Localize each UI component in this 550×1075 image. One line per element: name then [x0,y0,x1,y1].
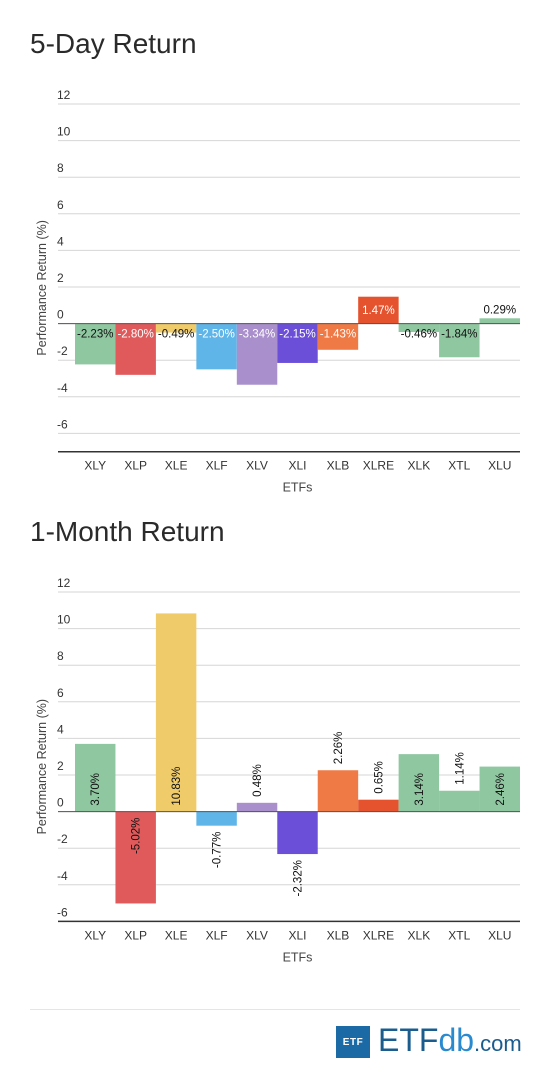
y-axis-title: Performance Return (%) [35,220,49,355]
data-label: 10.83% [171,767,183,806]
logo-box: ETF [336,1026,370,1058]
data-label: -2.80% [117,329,153,341]
y-tick-label: 8 [57,161,64,175]
bar-xlk [398,754,440,812]
y-tick-label: -6 [57,417,68,431]
x-tick-label: XLU [488,928,511,942]
y-tick-label: 0 [57,796,64,810]
data-label: 3.70% [90,773,102,806]
x-tick-label: XLV [246,459,268,473]
bar-xlb [317,323,359,350]
bar-xtl [439,323,480,358]
chart-1month-return: 12 10 8 6 4 2 0 -2 -4 -6 3.70% -5.02% 10.83% -0.77% 0.… [35,576,520,964]
y-tick-label: 4 [57,234,64,248]
y-tick-label: 12 [57,576,71,590]
bar-xlu [479,766,520,812]
y-tick-label: -4 [57,869,68,883]
data-label: 0.65% [373,761,385,794]
y-tick-label: -2 [57,344,68,358]
data-label: 1.47% [362,305,395,317]
bar-xtl [439,790,480,812]
data-label: -2.23% [77,329,113,341]
data-label: 3.14% [414,773,426,806]
x-tick-label: XLRE [363,459,394,473]
data-label: -2.50% [198,329,234,341]
x-tick-label: XLY [84,459,106,473]
data-label: 2.26% [333,732,345,765]
etfdb-logo[interactable]: ETF ETFdb.com [336,1022,526,1058]
y-axis-title: Performance Return (%) [35,699,49,834]
bar-xle [155,613,197,812]
x-tick-label: XTL [448,928,470,942]
bar-xli [277,323,318,363]
y-tick-label: -4 [57,381,68,395]
y-tick-label: 10 [57,613,71,627]
x-tick-label: XLK [408,459,431,473]
data-label: -1.84% [441,329,477,341]
bar-xlre [358,799,399,812]
data-label: -1.43% [320,329,356,341]
y-tick-label: 8 [57,649,64,663]
y-tick-label: 2 [57,271,64,285]
data-label: -0.77% [212,832,224,868]
bar-xlre [358,296,399,324]
x-tick-label: XLI [288,928,306,942]
x-tick-label: XLP [124,928,147,942]
y-tick-label: 6 [57,198,64,212]
bar-xlp [115,323,156,375]
data-label: -2.15% [279,329,315,341]
data-label: -0.46% [401,329,437,341]
x-tick-label: XLE [165,928,188,942]
x-tick-label: XLF [206,928,228,942]
bar-xly [75,743,116,812]
x-tick-label: XLK [408,928,431,942]
data-label: -2.32% [293,860,305,896]
x-tick-label: XLF [206,459,228,473]
x-tick-label: XLV [246,928,268,942]
bar-xlp [115,811,156,904]
y-tick-label: 12 [57,88,71,102]
bar-xly [75,323,116,365]
logo-wordmark: ETFdb.com [378,1022,522,1058]
data-label: 0.29% [483,304,516,316]
y-tick-label: -2 [57,832,68,846]
y-tick-label: 2 [57,759,64,773]
bar-xlf [196,323,237,370]
x-tick-label: XLY [84,928,106,942]
x-tick-label: XLB [327,459,350,473]
data-label: 2.46% [495,773,507,806]
bar-xlv [236,323,278,385]
y-tick-label: 6 [57,686,64,700]
data-label: -3.34% [239,329,275,341]
data-label: -5.02% [131,818,143,854]
x-tick-label: XLE [165,459,188,473]
bar-xle [155,323,197,333]
x-axis-title: ETFs [283,481,313,495]
bar-xlu [479,318,520,324]
y-tick-label: -6 [57,905,68,919]
bar-xlv [236,802,278,812]
data-label: 1.14% [454,752,466,785]
y-tick-label: 4 [57,722,64,736]
data-label: -0.49% [158,329,194,341]
chart-title-1month: 1-Month Return [30,516,225,547]
bar-xlb [317,770,359,812]
bar-xlf [196,811,237,826]
x-tick-label: XLRE [363,928,394,942]
x-tick-label: XLP [124,459,147,473]
x-tick-label: XLB [327,928,350,942]
y-tick-label: 10 [57,125,71,139]
bar-xli [277,811,318,855]
x-axis-title: ETFs [283,950,313,964]
footer-divider [30,1009,520,1010]
chart-title-5day: 5-Day Return [30,28,197,59]
y-tick-label: 0 [57,308,64,322]
data-label: 0.48% [252,764,264,797]
x-tick-label: XTL [448,459,470,473]
x-tick-label: XLU [488,459,511,473]
x-tick-label: XLI [288,459,306,473]
bar-xlk [398,323,440,333]
